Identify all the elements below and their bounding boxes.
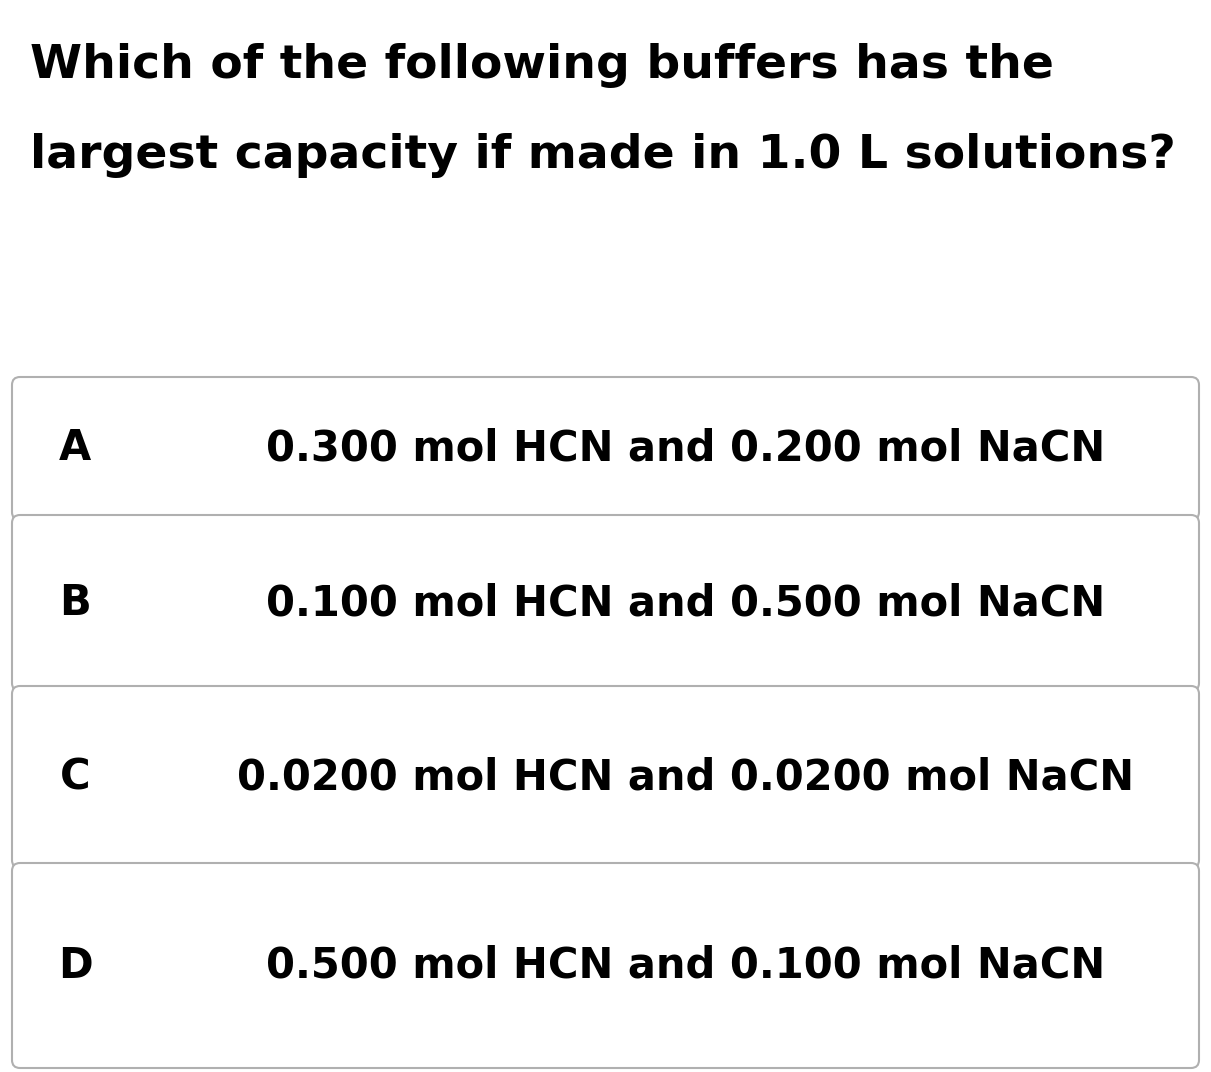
- FancyBboxPatch shape: [12, 863, 1199, 1068]
- FancyBboxPatch shape: [12, 686, 1199, 868]
- Text: B: B: [59, 582, 91, 624]
- Text: C: C: [59, 756, 91, 798]
- Text: D: D: [58, 944, 92, 986]
- FancyBboxPatch shape: [12, 377, 1199, 520]
- Text: Which of the following buffers has the: Which of the following buffers has the: [30, 43, 1054, 88]
- Text: 0.100 mol HCN and 0.500 mol NaCN: 0.100 mol HCN and 0.500 mol NaCN: [266, 582, 1106, 624]
- FancyBboxPatch shape: [12, 515, 1199, 691]
- Text: 0.300 mol HCN and 0.200 mol NaCN: 0.300 mol HCN and 0.200 mol NaCN: [266, 428, 1106, 470]
- Text: 0.0200 mol HCN and 0.0200 mol NaCN: 0.0200 mol HCN and 0.0200 mol NaCN: [237, 756, 1133, 798]
- Text: 0.500 mol HCN and 0.100 mol NaCN: 0.500 mol HCN and 0.100 mol NaCN: [266, 944, 1106, 986]
- Text: largest capacity if made in 1.0 L solutions?: largest capacity if made in 1.0 L soluti…: [30, 133, 1176, 178]
- Text: A: A: [59, 428, 91, 470]
